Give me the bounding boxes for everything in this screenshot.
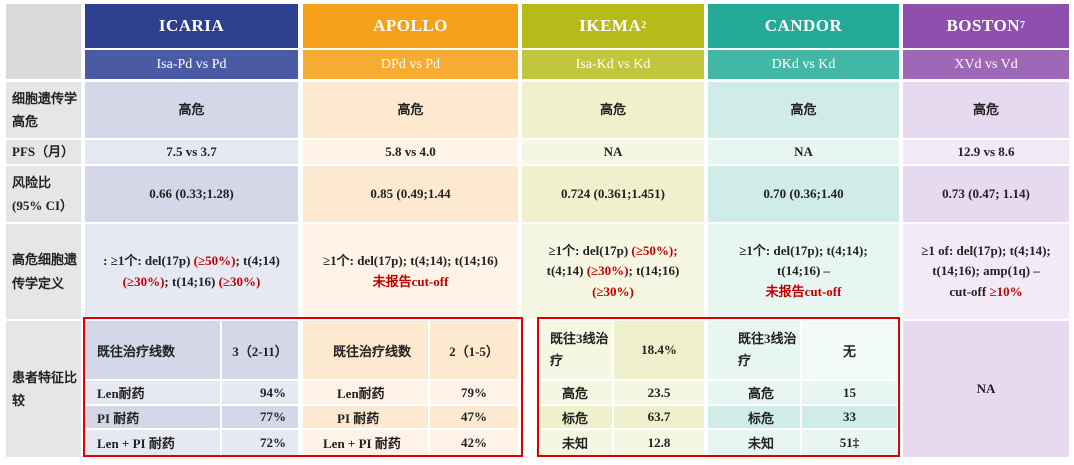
comparison-icaria: Isa-Pd vs Pd <box>85 50 298 79</box>
row-label-hr: 风险比 (95% CI） <box>6 166 81 222</box>
patients-ikema-value-3: 12.8 <box>614 430 704 455</box>
pfs-ikema: NA <box>522 140 704 164</box>
hr-apollo: 0.85 (0.49;1.44 <box>303 166 518 222</box>
patients-candor-label-1: 高危 <box>708 381 800 404</box>
patients-ikema-value-0: 18.4% <box>614 321 704 379</box>
comparison-candor: DKd vs Kd <box>708 50 899 79</box>
definition-icaria: : ≥1个: del(17p) (≥50%); t(4;14) (≥30%); … <box>85 224 298 319</box>
comparison-boston: XVd vs Vd <box>903 50 1069 79</box>
patients-apollo-label-1: Len耐药 <box>303 381 428 404</box>
pfs-boston: 12.9 vs 8.6 <box>903 140 1069 164</box>
study-header-ikema: IKEMA 2 <box>522 4 704 48</box>
study-header-apollo: APOLLO <box>303 4 518 48</box>
patients-ikema-value-2: 63.7 <box>614 406 704 428</box>
patients-ikema-label-0: 既往3线治疗 <box>540 321 612 379</box>
genetics-boston: 高危 <box>903 82 1069 138</box>
definition-candor: ≥1个: del(17p); t(4;14); t(14;16) – 未报告cu… <box>708 224 899 319</box>
study-header-icaria: ICARIA <box>85 4 298 48</box>
genetics-ikema: 高危 <box>522 82 704 138</box>
row-label-genetics: 细胞遗传学高危 <box>6 82 81 138</box>
patients-ikema-label-2: 标危 <box>540 406 612 428</box>
highlight-box-ikema-candor <box>537 317 900 457</box>
hr-icaria: 0.66 (0.33;1.28) <box>85 166 298 222</box>
patients-apollo-value-3: 42% <box>430 430 518 455</box>
patients-candor-value-1: 15 <box>802 381 897 404</box>
row-label-patients: 患者特征比较 <box>6 321 81 457</box>
patients-icaria-label-2: PI 耐药 <box>85 406 220 428</box>
patients-candor-label-3: 未知 <box>708 430 800 455</box>
comparison-apollo: DPd vs Pd <box>303 50 518 79</box>
study-header-candor: CANDOR <box>708 4 899 48</box>
corner-cell <box>6 4 81 79</box>
study-header-boston: BOSTON 7 <box>903 4 1069 48</box>
genetics-icaria: 高危 <box>85 82 298 138</box>
patients-boston: NA <box>903 321 1069 457</box>
row-label-pfs: PFS（月） <box>6 140 81 164</box>
patients-candor-value-3: 51‡ <box>802 430 897 455</box>
patients-icaria-label-1: Len耐药 <box>85 381 220 404</box>
patients-icaria-value-3: 72% <box>222 430 298 455</box>
pfs-icaria: 7.5 vs 3.7 <box>85 140 298 164</box>
hr-candor: 0.70 (0.36;1.40 <box>708 166 899 222</box>
definition-boston: ≥1 of: del(17p); t(4;14); t(14;16); amp(… <box>903 224 1069 319</box>
highlight-box-icaria-apollo <box>83 317 523 457</box>
patients-icaria-label-0: 既往治疗线数 <box>85 321 220 379</box>
patients-apollo-label-2: PI 耐药 <box>303 406 428 428</box>
patients-ikema-value-1: 23.5 <box>614 381 704 404</box>
comparison-ikema: Isa-Kd vs Kd <box>522 50 704 79</box>
hr-boston: 0.73 (0.47; 1.14) <box>903 166 1069 222</box>
genetics-apollo: 高危 <box>303 82 518 138</box>
patients-apollo-label-3: Len + PI 耐药 <box>303 430 428 455</box>
patients-apollo-label-0: 既往治疗线数 <box>303 321 428 379</box>
patients-ikema-label-3: 未知 <box>540 430 612 455</box>
patients-candor-label-0: 既往3线治疗 <box>708 321 800 379</box>
row-label-definition: 高危细胞遗传学定义 <box>6 224 81 319</box>
patients-icaria-label-3: Len + PI 耐药 <box>85 430 220 455</box>
patients-apollo-value-2: 47% <box>430 406 518 428</box>
patients-icaria-value-1: 94% <box>222 381 298 404</box>
definition-ikema: ≥1个: del(17p) (≥50%); t(4;14) (≥30%); t(… <box>522 224 704 319</box>
genetics-candor: 高危 <box>708 82 899 138</box>
patients-candor-value-0: 无 <box>802 321 897 379</box>
pfs-apollo: 5.8 vs 4.0 <box>303 140 518 164</box>
patients-icaria-value-0: 3（2-11） <box>222 321 298 379</box>
patients-ikema-label-1: 高危 <box>540 381 612 404</box>
patients-candor-label-2: 标危 <box>708 406 800 428</box>
patients-candor-value-2: 33 <box>802 406 897 428</box>
patients-apollo-value-1: 79% <box>430 381 518 404</box>
patients-apollo-value-0: 2（1-5） <box>430 321 518 379</box>
hr-ikema: 0.724 (0.361;1.451) <box>522 166 704 222</box>
patients-icaria-value-2: 77% <box>222 406 298 428</box>
definition-apollo: ≥1个: del(17p); t(4;14); t(14;16) 未报告cut-… <box>303 224 518 319</box>
pfs-candor: NA <box>708 140 899 164</box>
